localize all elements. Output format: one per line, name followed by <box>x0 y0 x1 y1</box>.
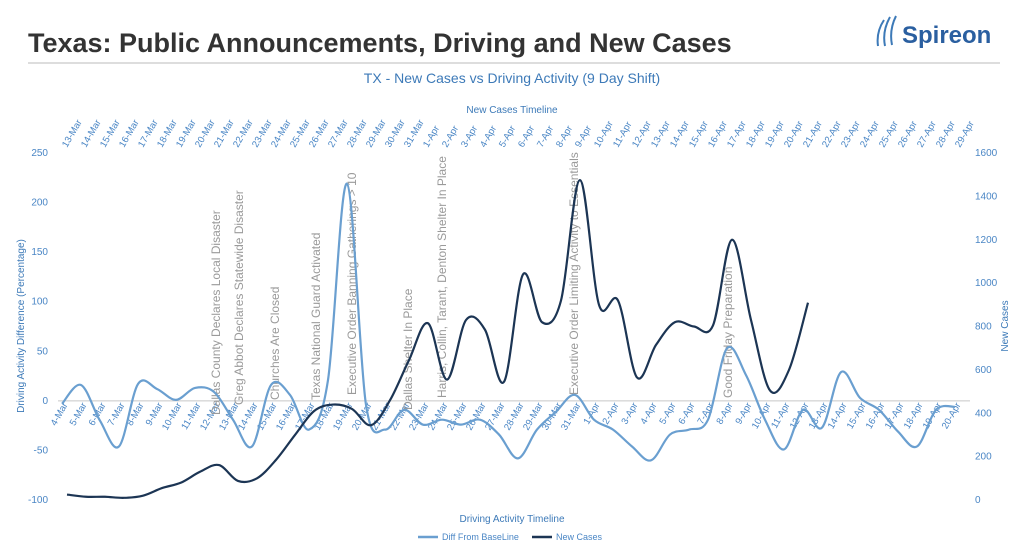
legend-label: Diff From BaseLine <box>442 532 519 542</box>
annotation: Dallas County Declares Local Disaster <box>209 210 223 415</box>
x-tick-label: 5-Apr <box>657 401 678 427</box>
annotation: Greg Abbot Declares Statewide Disaster <box>232 190 246 405</box>
annotation: Texas National Guard Activated <box>309 233 323 400</box>
top-axis-title: New Cases Timeline <box>466 105 558 116</box>
y2-tick-label: 1200 <box>975 235 998 246</box>
y-tick-label: 100 <box>31 297 48 308</box>
y2-axis-title: New Cases <box>1000 300 1011 351</box>
x-axis-title: Driving Activity Timeline <box>459 514 564 525</box>
logo-icon <box>876 15 897 47</box>
y2-tick-label: 200 <box>975 452 992 463</box>
top-x-tick-label: 6-Apr <box>516 124 537 150</box>
y2-tick-label: 1000 <box>975 278 998 289</box>
annotation: Executive Order Banning Gatherings > 10 <box>345 172 359 395</box>
y-tick-label: -100 <box>28 495 48 506</box>
y2-tick-label: 1400 <box>975 191 998 202</box>
top-x-tick-label: 3-Apr <box>459 124 480 150</box>
top-x-tick-label: 5-Apr <box>497 124 518 150</box>
annotation: Executive Order Limiting Activity to Ess… <box>567 152 581 395</box>
top-x-tick-label: 2-Apr <box>440 124 461 150</box>
x-tick-label: 4-Mar <box>49 401 71 428</box>
y-tick-label: 0 <box>42 396 48 407</box>
y-tick-label: 50 <box>37 346 49 357</box>
y-axis-title: Driving Activity Difference (Percentage) <box>16 239 27 413</box>
y2-tick-label: 400 <box>975 408 992 419</box>
series-line <box>61 182 956 462</box>
top-x-tick-label: 7-Apr <box>535 124 556 150</box>
annotation: Harris, Collin, Tarant, Denton Shelter I… <box>435 156 449 398</box>
x-tick-label: 3-Apr <box>619 401 640 427</box>
y-tick-label: 200 <box>31 198 48 209</box>
top-x-tick-label: 4-Apr <box>478 124 499 150</box>
top-x-tick-label: 8-Apr <box>554 124 575 150</box>
y2-tick-label: 1600 <box>975 148 998 159</box>
top-x-tick-label: 29-Apr <box>953 119 977 149</box>
top-x-tick-label: 1-Apr <box>421 124 442 150</box>
y2-tick-label: 0 <box>975 495 981 506</box>
annotation: Churches Are Closed <box>268 287 282 400</box>
chart-title: TX - New Cases vs Driving Activity (9 Da… <box>364 70 660 86</box>
x-tick-label: 7-Mar <box>106 401 128 428</box>
y-tick-label: 150 <box>31 247 48 258</box>
y2-tick-label: 800 <box>975 322 992 333</box>
x-tick-label: 4-Apr <box>638 401 659 427</box>
x-tick-label: 5-Mar <box>68 401 90 428</box>
logo-text: Spireon <box>902 22 991 49</box>
y2-tick-label: 600 <box>975 365 992 376</box>
y-tick-label: -50 <box>34 445 49 456</box>
top-x-tick-label: 9-Apr <box>573 124 594 150</box>
annotation: Dallas Shelter In Place <box>401 288 415 410</box>
legend-label: New Cases <box>556 532 603 542</box>
x-tick-label: 8-Apr <box>714 401 735 427</box>
y-tick-label: 250 <box>31 148 48 159</box>
logo: Spireon <box>876 15 991 49</box>
page-title: Texas: Public Announcements, Driving and… <box>28 28 732 58</box>
annotation: Good Friday Preparation <box>721 267 735 398</box>
series-line <box>66 179 810 499</box>
x-tick-label: 2-Apr <box>600 401 621 427</box>
x-tick-label: 6-Apr <box>676 401 697 427</box>
